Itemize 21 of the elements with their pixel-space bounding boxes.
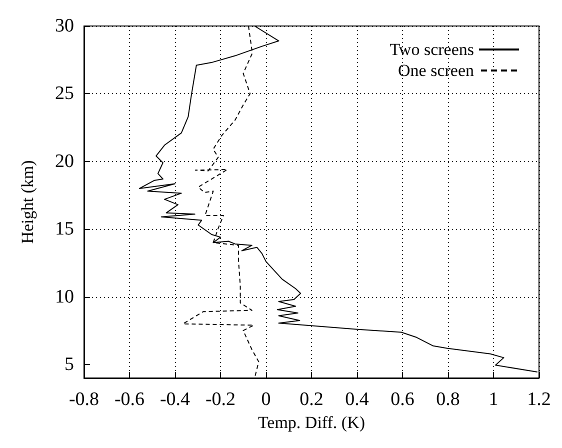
- y-tick-label: 30: [55, 16, 74, 36]
- y-tick-label: 20: [55, 150, 74, 172]
- y-tick-label: 25: [55, 83, 74, 104]
- legend-label: Two screens: [390, 40, 474, 59]
- x-tick-label: -0.6: [114, 389, 145, 410]
- x-tick-label: 1: [488, 389, 498, 410]
- legend-label: One screen: [398, 61, 474, 80]
- y-axis-title: Height (km): [18, 160, 37, 244]
- x-tick-label: 0.6: [390, 389, 414, 410]
- x-tick-label: 0.2: [300, 389, 324, 410]
- x-tick-label: 0: [261, 389, 271, 410]
- x-tick-label: -0.4: [160, 389, 191, 410]
- x-tick-label: 1.2: [527, 389, 551, 410]
- x-tick-label: -0.2: [205, 389, 236, 410]
- y-tick-label: 15: [55, 218, 74, 240]
- x-tick-label: 0.8: [436, 389, 460, 410]
- y-tick-label: 5: [64, 354, 74, 375]
- x-axis-title: Temp. Diff. (K): [258, 412, 366, 432]
- x-tick-label: -0.8: [68, 389, 100, 410]
- y-tick-label: 10: [55, 286, 74, 308]
- x-tick-label: 0.4: [345, 389, 370, 410]
